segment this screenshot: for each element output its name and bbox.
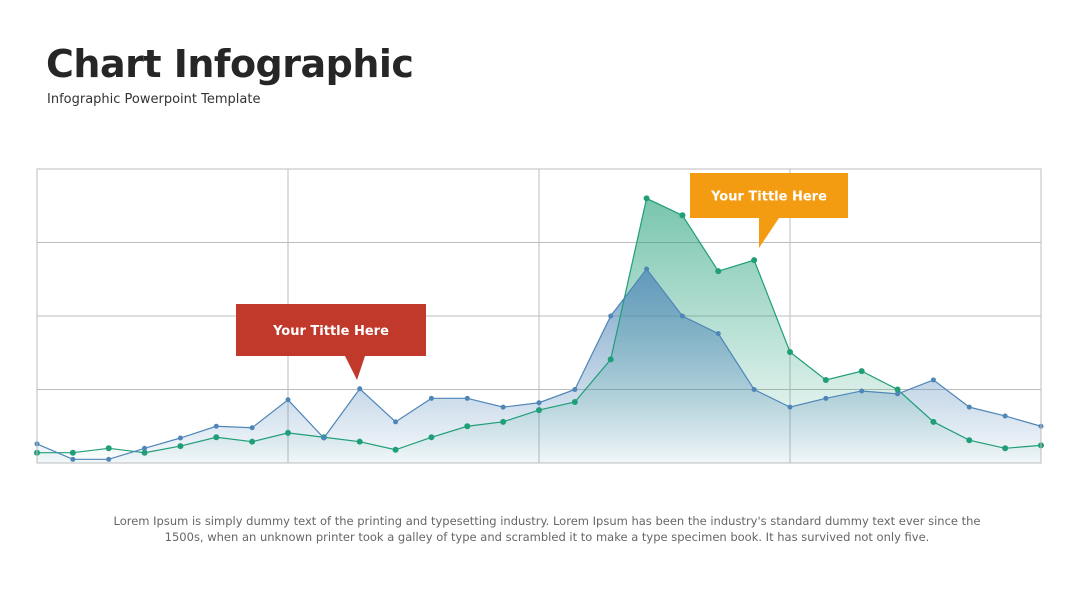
point bbox=[751, 257, 758, 264]
point bbox=[428, 395, 434, 401]
callout-text: Your Tittle Here bbox=[710, 190, 827, 205]
plot-border bbox=[36, 168, 1042, 464]
point bbox=[930, 418, 937, 425]
point bbox=[357, 386, 363, 392]
point bbox=[428, 434, 435, 441]
area bbox=[37, 268, 1041, 463]
point bbox=[141, 449, 148, 456]
point bbox=[500, 404, 506, 410]
point bbox=[249, 438, 256, 445]
point bbox=[966, 437, 973, 444]
point bbox=[644, 266, 650, 272]
point bbox=[69, 449, 76, 456]
point bbox=[249, 425, 255, 431]
point bbox=[285, 429, 291, 436]
footer-text: Lorem Ipsum is simply dummy text of the … bbox=[113, 514, 981, 544]
callout-box bbox=[690, 173, 848, 248]
point bbox=[213, 423, 219, 429]
point bbox=[715, 268, 722, 275]
point bbox=[823, 395, 829, 401]
point bbox=[859, 388, 865, 394]
point bbox=[177, 435, 183, 441]
point bbox=[607, 356, 614, 363]
point bbox=[536, 400, 542, 406]
point bbox=[572, 387, 578, 392]
point bbox=[858, 368, 865, 375]
point bbox=[571, 398, 578, 405]
subtitle: Infographic Powerpoint Template bbox=[47, 92, 261, 107]
point bbox=[213, 434, 220, 441]
point bbox=[608, 313, 614, 319]
point bbox=[393, 419, 399, 425]
callout-box bbox=[236, 304, 426, 380]
callout-text: Your Tittle Here bbox=[272, 324, 389, 339]
point bbox=[106, 456, 112, 462]
point bbox=[966, 404, 972, 410]
point bbox=[1002, 413, 1008, 419]
point bbox=[930, 377, 936, 383]
point bbox=[895, 391, 901, 397]
point bbox=[70, 456, 76, 462]
point bbox=[536, 407, 542, 414]
point bbox=[285, 397, 291, 403]
point bbox=[464, 395, 470, 401]
point bbox=[787, 404, 793, 410]
point bbox=[894, 386, 901, 393]
point bbox=[464, 423, 471, 430]
point bbox=[822, 376, 829, 383]
point bbox=[643, 195, 650, 202]
area bbox=[37, 198, 1041, 463]
point bbox=[787, 349, 793, 356]
point bbox=[715, 331, 721, 337]
point bbox=[679, 313, 685, 319]
point bbox=[751, 387, 757, 392]
point bbox=[500, 418, 507, 425]
point bbox=[177, 443, 184, 450]
title: Chart Infographic bbox=[46, 42, 414, 86]
point bbox=[321, 435, 327, 441]
point bbox=[392, 446, 399, 453]
point bbox=[356, 438, 363, 445]
point bbox=[1002, 445, 1009, 452]
point bbox=[679, 212, 686, 219]
point bbox=[105, 445, 112, 452]
point bbox=[142, 445, 148, 451]
